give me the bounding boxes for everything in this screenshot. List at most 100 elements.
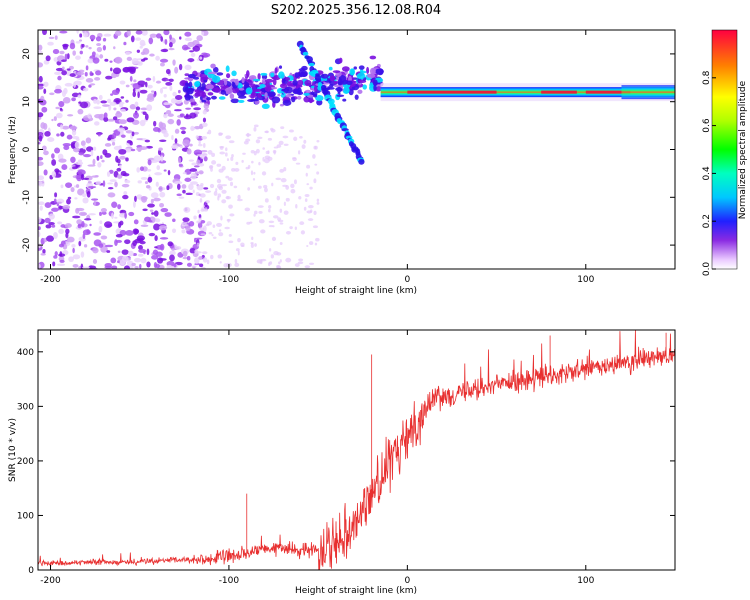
spectrogram-faint-blob bbox=[205, 190, 212, 193]
spectrogram-noise-blob bbox=[43, 88, 47, 94]
snr-y-tick-label: 400 bbox=[17, 348, 34, 358]
spectrogram-noise-blob bbox=[114, 56, 123, 64]
spectrogram-dispersive-blob bbox=[299, 71, 308, 77]
spectrogram-noise-blob bbox=[100, 155, 103, 160]
spectrogram-noise-blob bbox=[179, 36, 182, 40]
spectrogram-noise-blob bbox=[79, 50, 83, 55]
spectrogram-noise-blob bbox=[93, 200, 97, 206]
spectrogram-noise-blob bbox=[153, 120, 157, 127]
spectrogram-noise-blob bbox=[84, 71, 88, 77]
spectrogram-noise-blob bbox=[137, 180, 142, 184]
spectrogram-noise-blob bbox=[132, 200, 136, 208]
spectrogram-noise-blob bbox=[124, 239, 131, 245]
spectrogram-noise-blob bbox=[38, 85, 44, 90]
spectrogram-noise-blob bbox=[78, 240, 82, 247]
spectrogram-dispersive-blob bbox=[211, 75, 221, 83]
spectrogram-faint-blob bbox=[225, 135, 232, 140]
spectrogram-noise-blob bbox=[43, 81, 49, 87]
spectrogram-faint-blob bbox=[230, 156, 234, 161]
spectrogram-noise-blob bbox=[61, 59, 67, 63]
spectrogram-dispersive-blob bbox=[250, 98, 259, 102]
spectrogram-noise-blob bbox=[176, 119, 181, 126]
snr-x-tick-label: -200 bbox=[40, 576, 61, 586]
spectrogram-dispersive-blob bbox=[264, 92, 268, 99]
spectrogram-noise-blob bbox=[41, 106, 48, 113]
steady-band-peak bbox=[585, 90, 631, 94]
spectrogram-noise-blob bbox=[59, 107, 63, 111]
spectrogram-faint-blob bbox=[245, 138, 251, 142]
spectrogram-faint-blob bbox=[221, 184, 228, 187]
spectrogram-noise-blob bbox=[169, 254, 175, 262]
spectrogram-noise-blob bbox=[158, 185, 163, 192]
spectrogram-noise-blob bbox=[150, 198, 154, 204]
spectrogram-noise-blob bbox=[66, 68, 71, 71]
spectrogram-noise-blob bbox=[93, 146, 97, 151]
spectrogram-noise-blob bbox=[95, 180, 102, 186]
spectrogram-noise-blob bbox=[178, 163, 183, 167]
spectrogram-noise-blob bbox=[148, 37, 154, 45]
spectrogram-noise-blob bbox=[190, 52, 196, 58]
spectrogram-noise-blob bbox=[186, 148, 192, 155]
spectrogram-noise-blob bbox=[38, 181, 43, 187]
spectrogram-dispersive-blob bbox=[356, 72, 366, 80]
spectrogram-noise-blob bbox=[133, 79, 137, 83]
spectrogram-noise-blob bbox=[174, 128, 180, 134]
spectrogram-noise-blob bbox=[134, 266, 139, 269]
spectrogram-faint-blob bbox=[293, 179, 297, 185]
spectrogram-dispersive-blob bbox=[223, 79, 228, 86]
spectrogram-noise-blob bbox=[165, 110, 172, 115]
spectrogram-noise-blob bbox=[87, 113, 92, 119]
spectrogram-dispersive-blob bbox=[220, 89, 226, 95]
spectrogram-noise-blob bbox=[117, 250, 121, 253]
spectrogram-dispersive-blob bbox=[212, 66, 219, 73]
spectrogram-noise-blob bbox=[57, 75, 62, 81]
spectrogram-noise-blob bbox=[146, 261, 151, 268]
spectrogram-faint-blob bbox=[283, 167, 287, 172]
spectrogram-dispersive-blob bbox=[277, 93, 281, 97]
spectrogram-faint-blob bbox=[309, 209, 313, 213]
spectrogram-noise-blob bbox=[170, 97, 177, 104]
spectrogram-noise-blob bbox=[85, 45, 89, 48]
spectrogram-noise-blob bbox=[169, 34, 172, 40]
spectrogram-faint-blob bbox=[273, 150, 276, 155]
spectrogram-noise-blob bbox=[99, 54, 104, 59]
spectrogram-faint-blob bbox=[197, 209, 200, 214]
spectrogram-noise-blob bbox=[196, 35, 203, 42]
spectrogram-noise-blob bbox=[48, 213, 55, 220]
spectrogram-noise-blob bbox=[62, 43, 69, 48]
spectrogram-faint-blob bbox=[217, 254, 223, 259]
spectrogram-faint-blob bbox=[245, 166, 250, 170]
snr-y-tick-label: 100 bbox=[17, 511, 34, 521]
spectrogram-faint-blob bbox=[233, 185, 238, 189]
spectrogram-noise-blob bbox=[118, 145, 122, 148]
spectrogram-noise-blob bbox=[163, 93, 167, 98]
spectrogram-noise-blob bbox=[173, 109, 182, 112]
colorbar-gradient bbox=[711, 29, 738, 270]
spectrogram-noise-blob bbox=[93, 232, 102, 236]
spectrogram-dispersive-blob bbox=[211, 95, 217, 100]
spectrogram-noise-blob bbox=[53, 232, 58, 239]
spectrogram-noise-blob bbox=[141, 196, 147, 203]
spectrogram-noise-blob bbox=[153, 197, 161, 202]
spectrogram-faint-blob bbox=[253, 171, 256, 175]
spectrogram-noise-blob bbox=[171, 144, 179, 150]
spectrogram-noise-blob bbox=[158, 147, 163, 151]
spectrogram-dispersive-blob bbox=[375, 68, 384, 75]
spectrogram-faint-blob bbox=[283, 210, 289, 215]
spectrogram-noise-blob bbox=[75, 184, 80, 188]
spectrogram-faint-blob bbox=[216, 183, 223, 189]
spectrogram-noise-blob bbox=[160, 36, 164, 42]
spectrogram-noise-blob bbox=[182, 139, 191, 147]
spectrogram-faint-blob bbox=[250, 150, 255, 154]
spectrogram-noise-blob bbox=[157, 257, 164, 264]
spectrogram-faint-blob bbox=[314, 242, 318, 246]
spectrogram-dispersive-blob bbox=[369, 82, 374, 89]
spectrogram-noise-blob bbox=[152, 75, 156, 83]
spectrogram-noise-blob bbox=[70, 186, 75, 193]
spectrogram-faint-blob bbox=[202, 251, 208, 255]
figure-title: S202.2025.356.12.08.R04 bbox=[271, 3, 441, 18]
spectrogram-noise-blob bbox=[203, 103, 210, 110]
spectrogram-noise-blob bbox=[120, 96, 125, 99]
spectrogram-faint-blob bbox=[258, 219, 265, 224]
spectrogram-noise-blob bbox=[101, 211, 107, 215]
